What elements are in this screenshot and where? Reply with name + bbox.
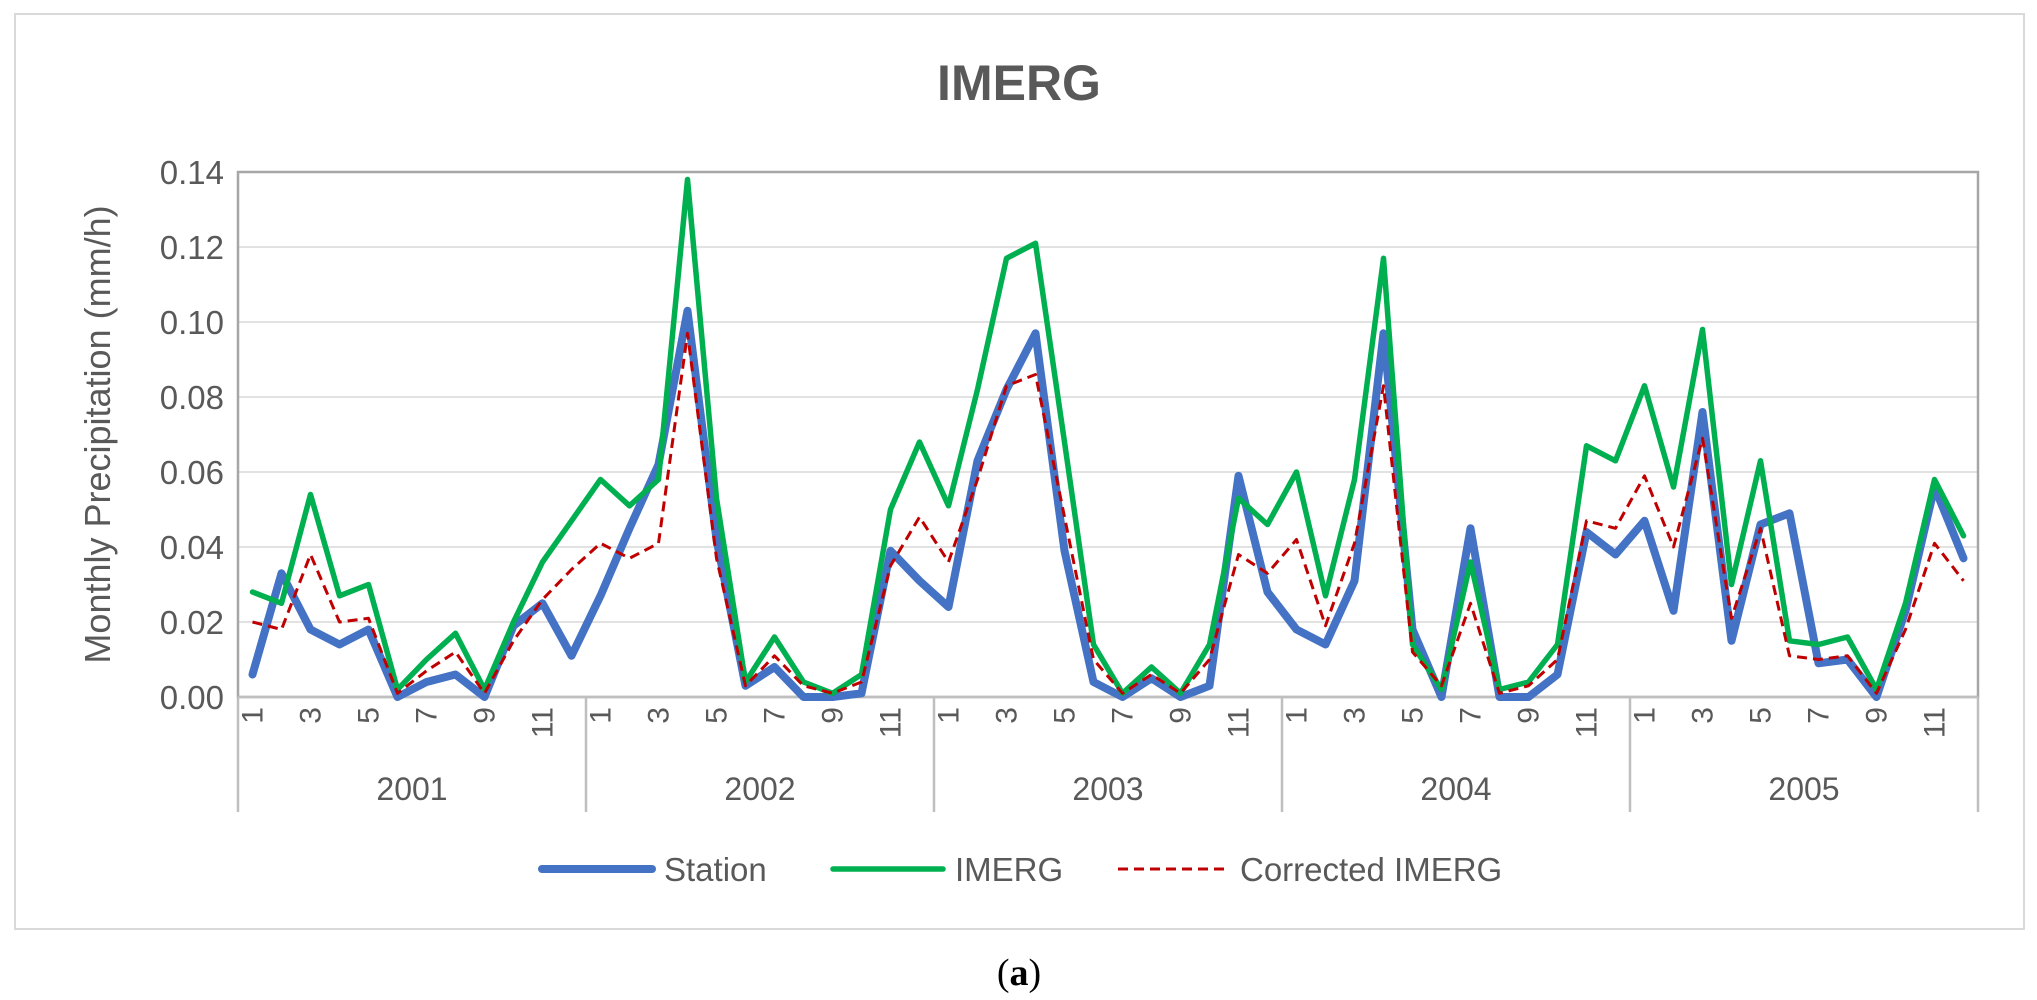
month-tick-label: 7 [411, 707, 444, 724]
month-tick-label: 5 [701, 707, 734, 724]
month-tick-label: 5 [1049, 707, 1082, 724]
caption-open: ( [997, 952, 1010, 994]
month-tick-label: 7 [1803, 707, 1836, 724]
y-tick-label: 0.04 [160, 529, 224, 566]
y-tick-label: 0.08 [160, 379, 224, 416]
month-tick-label: 1 [933, 707, 966, 724]
month-tick-label: 9 [817, 707, 850, 724]
legend: Station IMERG Corrected IMERG [538, 851, 1502, 888]
caption-close: ) [1029, 952, 1042, 994]
year-label: 2002 [724, 771, 795, 807]
month-tick-label: 5 [1745, 707, 1778, 724]
month-tick-label: 5 [353, 707, 386, 724]
month-tick-label: 1 [585, 707, 618, 724]
year-label: 2004 [1420, 771, 1491, 807]
month-tick-label: 3 [643, 707, 676, 724]
month-tick-label: 11 [527, 707, 560, 738]
month-tick-label: 1 [1629, 707, 1662, 724]
legend-label: Corrected IMERG [1240, 851, 1502, 888]
y-axis-ticks: 0.00 0.02 0.04 0.06 0.08 0.10 0.12 0.14 [160, 154, 224, 716]
series-line-corrected-imerg [252, 331, 1965, 695]
month-tick-label: 1 [1281, 707, 1314, 724]
series-group [248, 176, 1968, 701]
year-label: 2003 [1072, 771, 1143, 807]
caption-letter: a [1010, 952, 1029, 994]
y-tick-label: 0.06 [160, 454, 224, 491]
legend-label: Station [664, 851, 767, 888]
figure-caption: (a) [997, 952, 1041, 994]
x-axis: 2001 1 3 5 7 9 11 2002 1 3 5 7 9 11 2003 1 3 5 7 9 11 2004 1 3 5… [237, 695, 1980, 812]
month-tick-label: 7 [759, 707, 792, 724]
month-tick-label: 3 [991, 707, 1024, 724]
month-tick-label: 1 [237, 707, 270, 724]
y-tick-label: 0.14 [160, 154, 224, 191]
month-tick-label: 11 [1223, 707, 1256, 738]
year-label: 2001 [376, 771, 447, 807]
month-tick-label: 3 [1687, 707, 1720, 724]
year-label: 2005 [1768, 771, 1839, 807]
y-tick-label: 0.10 [160, 304, 224, 341]
month-tick-label: 11 [1919, 707, 1952, 738]
month-tick-label: 9 [1165, 707, 1198, 724]
y-tick-label: 0.02 [160, 604, 224, 641]
chart-title: IMERG [937, 55, 1101, 111]
month-tick-label: 7 [1455, 707, 1488, 724]
month-tick-label: 9 [1513, 707, 1546, 724]
month-tick-label: 3 [1339, 707, 1372, 724]
series-line-imerg [249, 176, 1967, 697]
month-tick-label: 11 [1571, 707, 1604, 738]
y-tick-label: 0.12 [160, 229, 224, 266]
month-tick-label: 9 [1861, 707, 1894, 724]
y-axis-label: Monthly Precipitation (mm/h) [77, 205, 118, 663]
month-tick-label: 5 [1397, 707, 1430, 724]
month-tick-label: 11 [875, 707, 908, 738]
month-tick-label: 3 [295, 707, 328, 724]
y-tick-label: 0.00 [160, 679, 224, 716]
month-tick-label: 7 [1107, 707, 1140, 724]
legend-label: IMERG [955, 851, 1063, 888]
month-tick-label: 9 [469, 707, 502, 724]
